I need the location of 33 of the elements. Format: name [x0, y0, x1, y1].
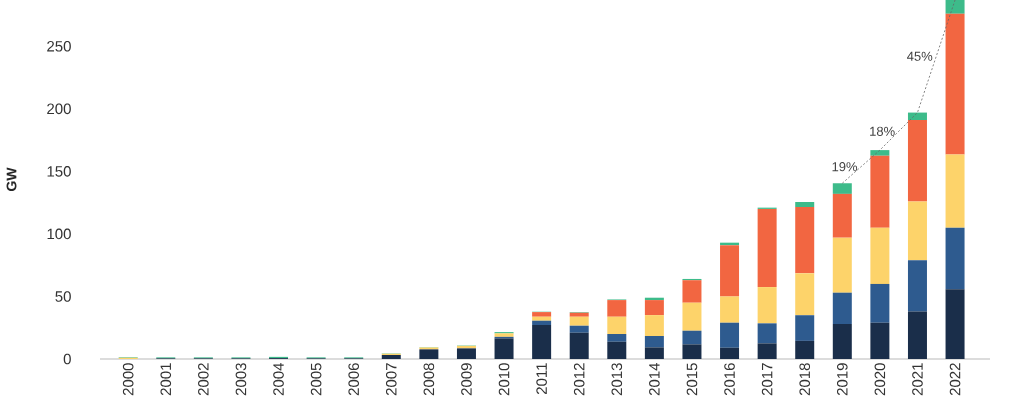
y-tick-label: 0 [63, 353, 71, 365]
x-tick-label: 2015 [686, 363, 698, 396]
x-tick-label: 2019 [836, 363, 848, 396]
x-tick-label: 2002 [198, 363, 209, 396]
x-tick-label: 2014 [649, 362, 660, 396]
y-tick-label: 150 [47, 166, 71, 177]
annotation: 18% [870, 126, 895, 136]
x-tick-label: 2004 [273, 362, 284, 396]
x-tick-label: 2001 [160, 363, 172, 396]
y-tick-label: 250 [47, 40, 71, 52]
annotation: 19% [832, 162, 858, 172]
x-tick-label: 2016 [724, 363, 735, 396]
x-tick-label: 2005 [310, 363, 322, 396]
x-tick-label: 2006 [348, 363, 360, 396]
x-tick-label: 2000 [122, 363, 134, 396]
x-tick-label: 2008 [423, 363, 435, 396]
annotation: 45% [907, 51, 933, 61]
y-tick-label: 200 [47, 103, 71, 115]
x-tick-label: 2018 [799, 363, 811, 396]
x-tick-label: 2009 [461, 363, 472, 396]
x-tick-label: 2007 [385, 363, 397, 396]
y-axis-title: GW [6, 167, 17, 191]
y-tick-label: 50 [55, 291, 71, 302]
x-tick-label: 2022 [949, 363, 961, 396]
y-tick-label: 100 [47, 228, 71, 240]
x-tick-label: 2017 [761, 363, 773, 396]
x-tick-label: 2012 [573, 363, 585, 396]
x-tick-label: 2011 [536, 363, 547, 395]
x-tick-label: 2020 [874, 363, 886, 396]
x-tick-label: 2003 [235, 363, 247, 396]
x-tick-label: 2010 [498, 363, 510, 396]
x-tick-label: 2013 [611, 363, 623, 396]
x-tick-label: 2021 [912, 363, 923, 396]
